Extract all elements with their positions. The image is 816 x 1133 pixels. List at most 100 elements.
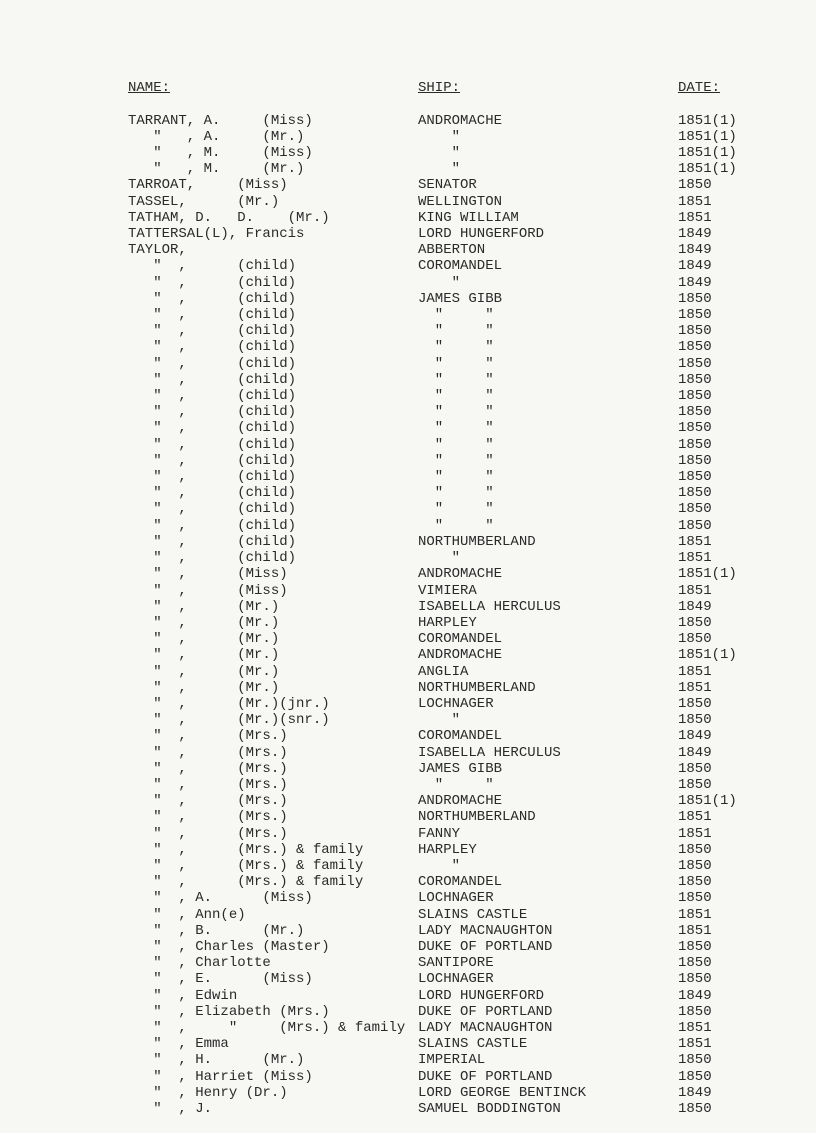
date-cell: 1851 (678, 194, 712, 210)
date-cell: 1850 (678, 453, 712, 469)
name-cell: " , (child) (128, 372, 418, 388)
name-cell: " , (child) (128, 420, 418, 436)
name-cell: " , J. (128, 1101, 418, 1117)
date-cell: 1850 (678, 307, 712, 323)
name-cell: " , (child) (128, 518, 418, 534)
ship-cell: LADY MACNAUGHTON (418, 1020, 678, 1036)
name-cell: " , (Mr.) (128, 664, 418, 680)
ship-cell: " " (418, 469, 678, 485)
name-cell: " , (child) (128, 485, 418, 501)
table-row: " , (Mrs.)ANDROMACHE1851(1) (128, 793, 816, 809)
date-cell: 1850 (678, 437, 712, 453)
name-cell: " , (Mr.) (128, 680, 418, 696)
ship-cell: JAMES GIBB (418, 761, 678, 777)
table-row: " , (Mr.)(jnr.)LOCHNAGER1850 (128, 696, 816, 712)
name-cell: " , (Mrs.) (128, 745, 418, 761)
table-row: TATTERSAL(L), FrancisLORD HUNGERFORD1849 (128, 226, 816, 242)
name-cell: " , (child) (128, 323, 418, 339)
ship-cell: NORTHUMBERLAND (418, 534, 678, 550)
ship-cell: " (418, 129, 678, 145)
table-row: " , H. (Mr.)IMPERIAL1850 (128, 1052, 816, 1068)
ship-cell: NORTHUMBERLAND (418, 680, 678, 696)
name-cell: " , Charles (Master) (128, 939, 418, 955)
name-cell: TARRANT, A. (Miss) (128, 113, 418, 129)
name-cell: " , (Mrs.) (128, 761, 418, 777)
date-cell: 1850 (678, 615, 712, 631)
date-cell: 1850 (678, 631, 712, 647)
ship-cell: ANDROMACHE (418, 647, 678, 663)
date-cell: 1850 (678, 1101, 712, 1117)
date-cell: 1850 (678, 696, 712, 712)
ship-cell: LOCHNAGER (418, 890, 678, 906)
ship-cell: ANDROMACHE (418, 793, 678, 809)
table-row: TATHAM, D. D. (Mr.)KING WILLIAM1851 (128, 210, 816, 226)
table-row: " , (Mr.)ISABELLA HERCULUS1849 (128, 599, 816, 615)
name-cell: " , (child) (128, 453, 418, 469)
ship-cell: " " (418, 453, 678, 469)
table-row: " , (Mr.)(snr.) "1850 (128, 712, 816, 728)
ship-cell: SLAINS CASTLE (418, 907, 678, 923)
table-row: " , (Mrs.) & familyHARPLEY1850 (128, 842, 816, 858)
name-cell: " , Ann(e) (128, 907, 418, 923)
date-cell: 1850 (678, 874, 712, 890)
table-row: " , E. (Miss)LOCHNAGER1850 (128, 971, 816, 987)
table-row: " , EmmaSLAINS CASTLE1851 (128, 1036, 816, 1052)
table-row: " , Harriet (Miss)DUKE OF PORTLAND1850 (128, 1069, 816, 1085)
date-cell: 1849 (678, 1085, 712, 1101)
date-cell: 1849 (678, 988, 712, 1004)
ship-cell: COROMANDEL (418, 631, 678, 647)
name-cell: " , H. (Mr.) (128, 1052, 418, 1068)
ship-cell: " " (418, 420, 678, 436)
ship-cell: " (418, 550, 678, 566)
date-cell: 1850 (678, 955, 712, 971)
ship-cell: " " (418, 372, 678, 388)
table-row: " , (child) " "1850 (128, 404, 816, 420)
name-cell: " , (Mrs.) & family (128, 858, 418, 874)
date-cell: 1850 (678, 971, 712, 987)
name-cell: " , (child) (128, 501, 418, 517)
date-cell: 1849 (678, 242, 712, 258)
date-cell: 1850 (678, 404, 712, 420)
date-cell: 1849 (678, 745, 712, 761)
name-cell: " , (child) (128, 404, 418, 420)
name-cell: " , (child) (128, 275, 418, 291)
name-cell: " , (Miss) (128, 566, 418, 582)
ship-cell: " " (418, 404, 678, 420)
table-row: " , (child) " "1850 (128, 356, 816, 372)
ship-cell: LADY MACNAUGHTON (418, 923, 678, 939)
table-row: " , (child) " "1850 (128, 339, 816, 355)
header-name: NAME: (128, 80, 170, 96)
date-cell: 1849 (678, 599, 712, 615)
date-cell: 1851(1) (678, 647, 737, 663)
date-cell: 1850 (678, 712, 712, 728)
ship-cell: " " (418, 437, 678, 453)
ship-cell: LORD HUNGERFORD (418, 988, 678, 1004)
date-cell: 1850 (678, 842, 712, 858)
table-row: " , (child) " "1850 (128, 518, 816, 534)
date-cell: 1850 (678, 761, 712, 777)
table-row: " , (child) " "1850 (128, 469, 816, 485)
table-row: " , Elizabeth (Mrs.)DUKE OF PORTLAND1850 (128, 1004, 816, 1020)
name-cell: " , (Mr.)(snr.) (128, 712, 418, 728)
table-row: " , (child)NORTHUMBERLAND1851 (128, 534, 816, 550)
table-row: " , (Mrs.)ISABELLA HERCULUS1849 (128, 745, 816, 761)
name-cell: " , (Mr.) (128, 615, 418, 631)
table-row: " , EdwinLORD HUNGERFORD1849 (128, 988, 816, 1004)
ship-cell: ABBERTON (418, 242, 678, 258)
ship-cell: HARPLEY (418, 842, 678, 858)
document-page: NAME:SHIP:DATE: TARRANT, A. (Miss)ANDROM… (0, 0, 816, 1133)
date-cell: 1850 (678, 323, 712, 339)
date-cell: 1850 (678, 858, 712, 874)
table-row: TARRANT, A. (Miss)ANDROMACHE1851(1) (128, 113, 816, 129)
table-row: " , (Mr.)ANGLIA1851 (128, 664, 816, 680)
table-row: " , (child) "1851 (128, 550, 816, 566)
table-row: " , Charles (Master)DUKE OF PORTLAND1850 (128, 939, 816, 955)
date-cell: 1849 (678, 226, 712, 242)
name-cell: " , (child) (128, 550, 418, 566)
table-row: " , (Mr.)HARPLEY1850 (128, 615, 816, 631)
date-cell: 1849 (678, 728, 712, 744)
ship-cell: " " (418, 323, 678, 339)
ship-cell: " " (418, 501, 678, 517)
name-cell: " , (Mr.) (128, 647, 418, 663)
table-row: " , (child) "1849 (128, 275, 816, 291)
